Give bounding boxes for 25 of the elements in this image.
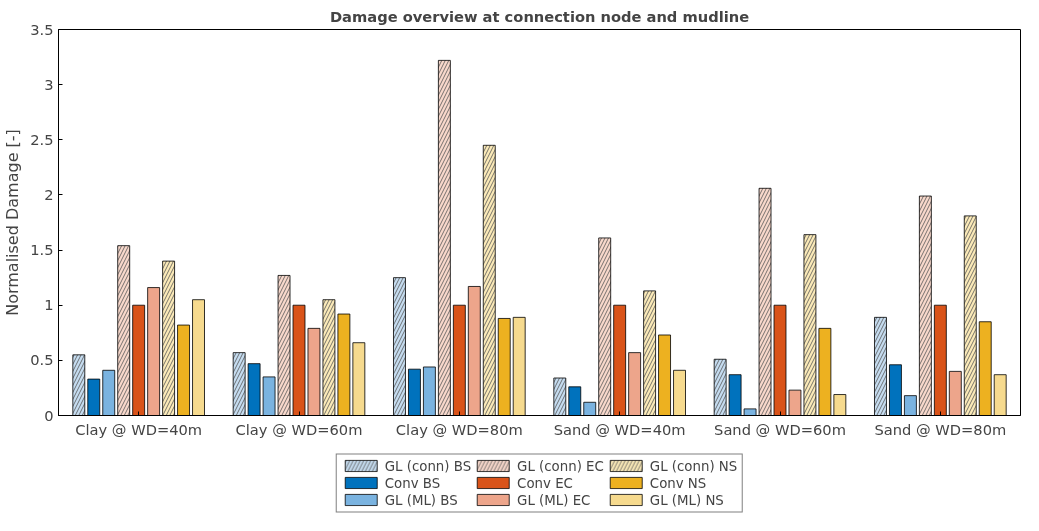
legend-label: GL (ML) NS [649,492,724,507]
chart-title: Damage overview at connection node and mudline [329,7,750,25]
x-tick-label: Sand @ WD=40m [553,420,686,438]
y-tick-label: 2.5 [30,130,54,148]
y-tick-label: 2 [44,185,54,203]
y-tick-label: 3.5 [30,20,54,38]
x-tick-label: Sand @ WD=60m [714,420,846,438]
y-tick-label: 0 [44,406,54,424]
x-tick-label: Sand @ WD=80m [874,420,1007,438]
y-tick-label: 0.5 [30,351,54,369]
x-tick-label: Clay @ WD=60m [235,420,363,438]
legend-label: Conv BS [384,475,441,490]
y-tick-label: 1 [44,296,54,314]
y-tick-label: 1.5 [30,241,54,259]
x-tick-label: Clay @ WD=80m [395,420,523,438]
legend-label: GL (conn) EC [517,458,604,473]
x-tick-label: Clay @ WD=40m [75,420,203,438]
legend-label: GL (conn) NS [649,458,738,473]
legend-label: GL (ML) BS [384,492,458,507]
legend-label: GL (ML) EC [517,492,591,507]
y-axis-title: Normalised Damage [-] [3,129,23,316]
y-tick-label: 3 [44,75,54,93]
legend-label: GL (conn) BS [384,458,472,473]
legend-label: Conv NS [649,475,707,490]
legend-label: Conv EC [517,475,573,490]
